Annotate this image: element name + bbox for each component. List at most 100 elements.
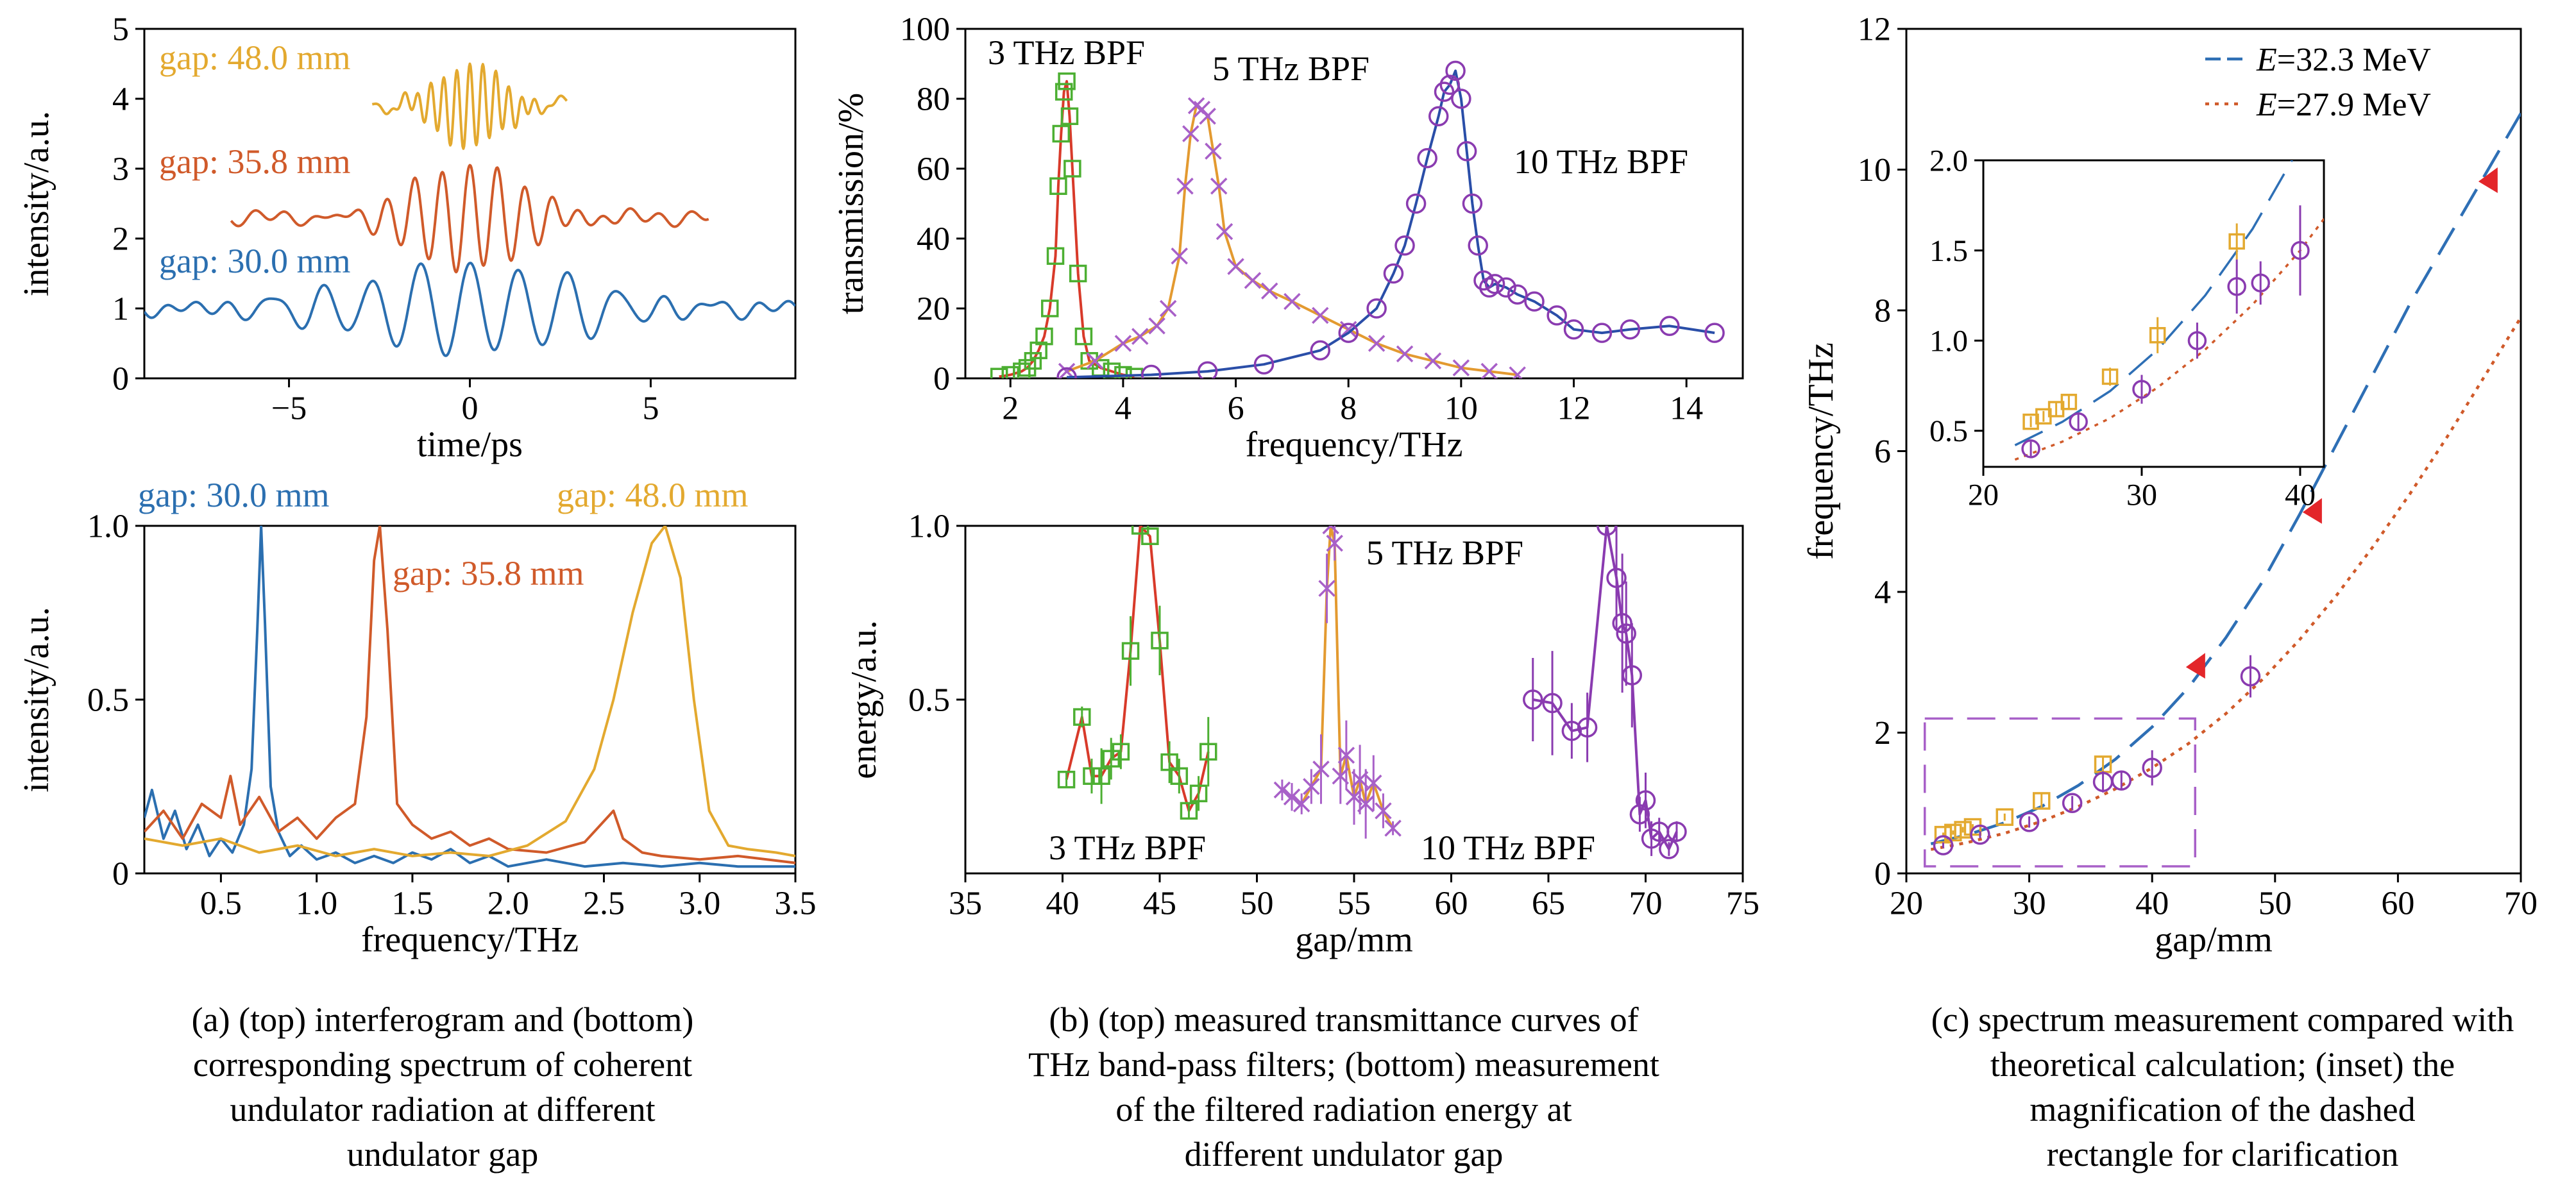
filter-annotation: 3 THz BPF	[988, 33, 1145, 72]
data-point-x	[1365, 774, 1382, 792]
data-point-x	[1337, 746, 1355, 764]
y-tick-label: 2.0	[1929, 144, 1968, 178]
data-point-square	[1934, 825, 1953, 844]
y-axis-label: energy/a.u.	[844, 620, 884, 779]
interferogram-line	[371, 62, 568, 150]
data-point-square	[1083, 767, 1101, 785]
x-tick-label: 60	[1435, 885, 1468, 921]
energy-line	[1281, 526, 1394, 829]
x-marker-stroke	[1365, 774, 1382, 792]
data-point-x	[1312, 307, 1329, 324]
panel-b-top: 2 4 6 8 10 12 14 0 20 40 60 80 100 frequency/THz trans…	[831, 12, 1744, 464]
data-point-x	[1283, 788, 1301, 805]
y-tick-label: 3	[112, 151, 129, 188]
x-tick-label: 30	[2126, 478, 2157, 512]
x-tick-label: 40	[1046, 885, 1080, 921]
x-marker-stroke	[1182, 125, 1199, 142]
y-axis-label: frequency/THz	[1801, 342, 1841, 560]
series-annotation: gap: 30.0 mm	[159, 242, 350, 280]
x-tick-label: 50	[1241, 885, 1274, 921]
filter-annotation: 3 THz BPF	[1049, 829, 1206, 867]
data-point-x	[1452, 359, 1470, 376]
x-tick-label: 60	[2381, 885, 2414, 921]
data-point-x	[1159, 299, 1177, 317]
x-marker-stroke	[1368, 335, 1385, 352]
data-point-circle	[1606, 568, 1627, 589]
panel-a-top: −5 0 5 0 1 2 3 4 5 time/ps intensity/a.u. gap: 48.0…	[17, 12, 797, 464]
data-point-x	[1273, 781, 1291, 799]
data-point-square	[1074, 327, 1093, 346]
y-tick-label: 0	[933, 361, 950, 398]
x-marker-stroke	[1337, 746, 1355, 764]
y-tick-label: 1.0	[87, 509, 129, 545]
x-tick-label: 5	[642, 390, 659, 426]
interferogram-line	[144, 262, 795, 357]
y-tick-label: 0.5	[87, 682, 129, 719]
caption-c-line-1: (c) spectrum measurement compared with	[1931, 1000, 2514, 1039]
data-point-circle	[1933, 835, 1954, 855]
data-point-circle	[1546, 305, 1567, 326]
theory-curve	[2014, 160, 2294, 446]
series-group	[2014, 160, 2324, 461]
x-marker-stroke	[1312, 761, 1330, 778]
data-point-square	[2060, 394, 2078, 410]
data-point-circle	[1591, 323, 1613, 343]
data-point-circle	[1496, 277, 1516, 298]
data-point-square	[1063, 160, 1081, 178]
data-point-square	[2101, 368, 2119, 385]
data-point-square	[1944, 823, 1962, 842]
data-point-circle	[1507, 284, 1528, 305]
x-tick-label: −5	[271, 390, 307, 426]
y-tick-label: 4	[112, 81, 129, 118]
filter-annotation: 5 THz BPF	[1212, 49, 1369, 88]
data-point-square	[1057, 770, 1076, 789]
x-marker-stroke	[1375, 802, 1392, 820]
data-point-circle	[1970, 824, 1990, 845]
caption-b: (b) (top) measured transmittance curves …	[943, 997, 1745, 1177]
data-point-square	[1035, 327, 1053, 346]
data-point-x	[1312, 761, 1330, 778]
data-point-circle	[2019, 812, 2040, 832]
series-annotation: gap: 35.8 mm	[393, 554, 584, 593]
x-marker-stroke	[1244, 272, 1262, 289]
y-tick-label: 2	[1874, 715, 1891, 752]
data-point-x	[1086, 352, 1104, 369]
x-tick-label: 2	[1002, 390, 1019, 426]
panel-b-top-frame	[964, 28, 1744, 380]
x-tick-label: 40	[2135, 885, 2169, 921]
data-point-circle	[1523, 689, 1543, 710]
x-marker-stroke	[1284, 292, 1301, 310]
x-marker-stroke	[1424, 352, 1442, 369]
x-tick-label: 1.0	[296, 885, 337, 921]
data-point-circle	[1428, 106, 1449, 126]
legend-label-symbol: E	[2256, 42, 2277, 78]
data-point-circle	[1563, 319, 1584, 340]
caption-c-line-3: magnification of the dashed	[2029, 1090, 2416, 1129]
data-point-x	[1261, 282, 1278, 299]
data-point-square	[1030, 341, 1047, 360]
x-marker-stroke	[1210, 178, 1228, 195]
data-point-circle	[1310, 340, 1331, 361]
data-point-x	[1322, 526, 1339, 535]
data-point-circle	[2069, 412, 2088, 432]
y-axis-label: transmission/%	[831, 93, 871, 314]
x-marker-stroke	[1159, 299, 1177, 317]
data-point-x	[1509, 366, 1526, 378]
y-tick-label: 0	[1874, 856, 1891, 893]
data-point-square	[1141, 527, 1159, 546]
y-tick-label: 100	[900, 12, 950, 48]
y-tick-label: 2	[112, 221, 129, 258]
caption-a-line-1: (a) (top) interferogram and (bottom)	[191, 1000, 694, 1039]
y-axis-label: intensity/a.u.	[17, 607, 56, 792]
data-point-square	[1055, 83, 1073, 101]
x-tick-label: 2.0	[487, 885, 529, 921]
x-axis-label: gap/mm	[1295, 920, 1413, 959]
x-tick-label: 10	[1445, 390, 1478, 426]
series-group	[1923, 112, 2521, 868]
series-annotation: gap: 48.0 mm	[159, 38, 350, 77]
data-point-x	[1375, 802, 1392, 820]
x-marker-stroke	[1396, 345, 1414, 363]
data-point-circle	[2142, 757, 2162, 778]
x-tick-label: 20	[1890, 885, 1923, 921]
